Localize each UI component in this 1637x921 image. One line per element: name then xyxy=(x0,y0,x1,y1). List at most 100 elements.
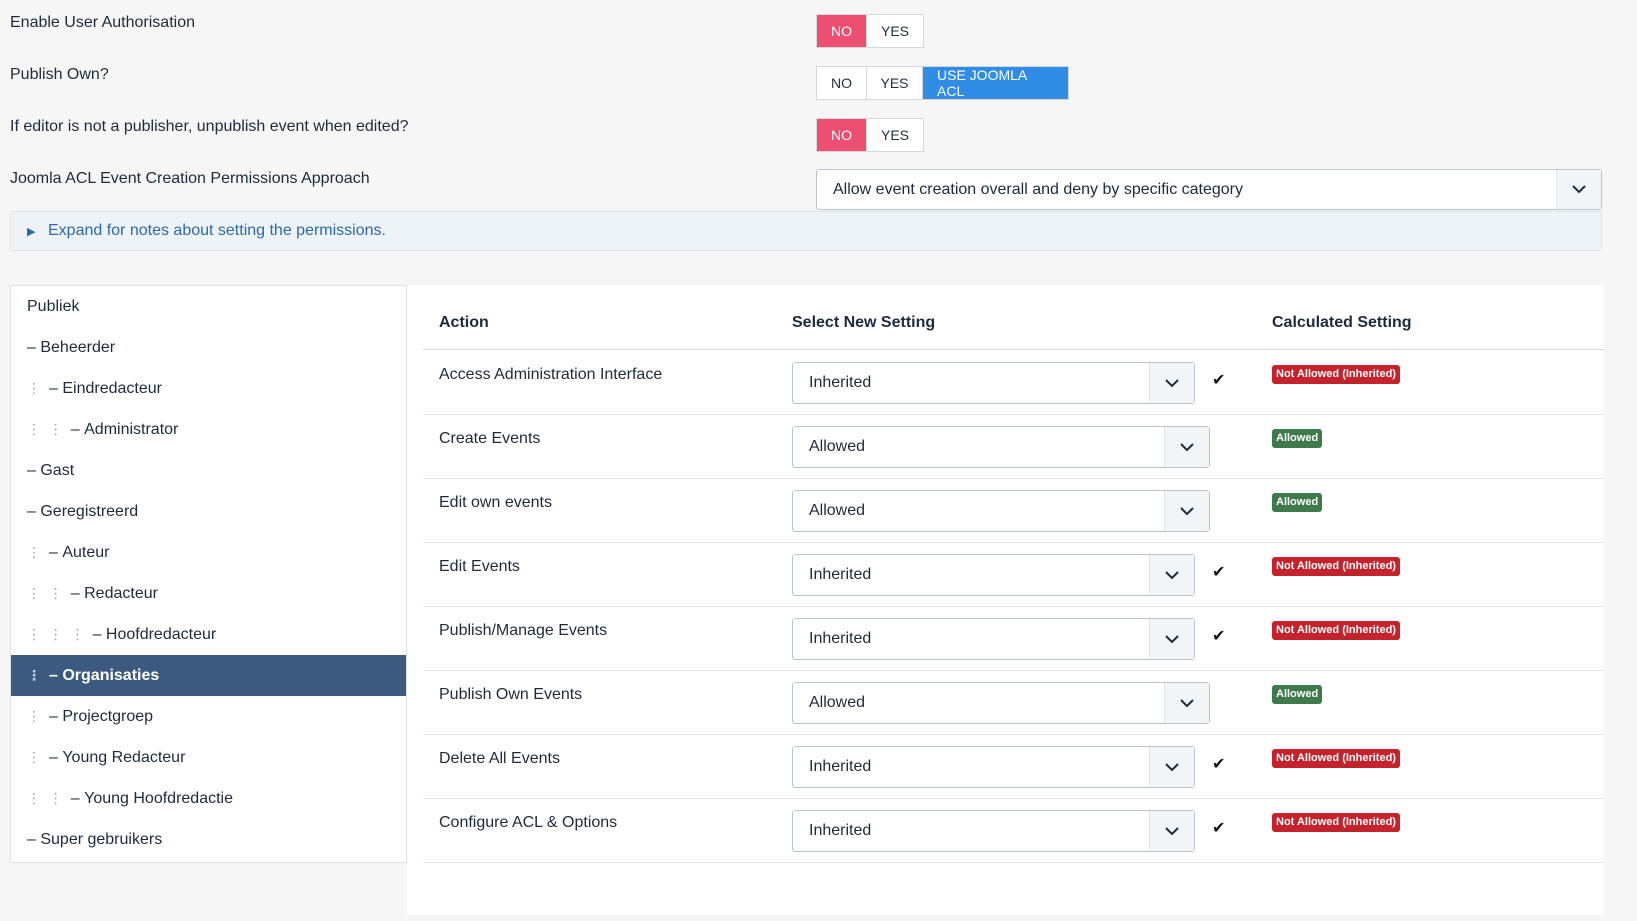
tree-item-geregistreerd[interactable]: – Geregistreerd xyxy=(11,491,406,532)
permission-setting-select[interactable]: Allowed xyxy=(792,682,1210,724)
tree-item-prefix: – xyxy=(49,543,63,561)
tree-item-label: Young Redacteur xyxy=(62,748,186,766)
permission-setting-value: Inherited xyxy=(809,566,872,583)
setting-label: If editor is not a publisher, unpublish … xyxy=(10,118,409,135)
chevron-down-icon xyxy=(1149,747,1194,787)
tree-item-super-gebruikers[interactable]: – Super gebruikers xyxy=(11,819,406,860)
permission-setting-value: Allowed xyxy=(809,694,866,711)
action-label: Publish Own Events xyxy=(439,686,583,703)
tree-item-label: Redacteur xyxy=(84,584,158,602)
unpublish-no-button[interactable]: NO xyxy=(817,119,867,151)
tree-item-label: Gast xyxy=(40,461,75,479)
calculated-setting-badge: Not Allowed (Inherited) xyxy=(1272,621,1400,640)
tree-item-prefix: – xyxy=(27,830,41,848)
column-header-calculated: Calculated Setting xyxy=(1272,314,1412,331)
tree-item-label: Projectgroep xyxy=(62,707,154,725)
tree-item-label: Geregistreerd xyxy=(40,502,139,520)
acl-approach-select[interactable]: Allow event creation overall and deny by… xyxy=(816,169,1602,210)
permission-setting-select[interactable]: Inherited xyxy=(792,746,1195,788)
tree-item-beheerder[interactable]: – Beheerder xyxy=(11,327,406,368)
acl-approach-value: Allow event creation overall and deny by… xyxy=(833,181,1243,198)
publish-own-no-button[interactable]: NO xyxy=(817,67,867,99)
tree-item-gast[interactable]: – Gast xyxy=(11,450,406,491)
chevron-down-icon xyxy=(1149,555,1194,595)
publish-own-yes-button[interactable]: YES xyxy=(867,67,923,99)
tree-indent-guide: ⋮ ⋮ xyxy=(27,585,63,601)
checkmark-icon: ✔ xyxy=(1212,756,1226,773)
tree-item-prefix: – xyxy=(92,625,106,643)
table-row: Access Administration Interface Inherited… xyxy=(423,350,1604,415)
permissions-notes-expander[interactable]: ▶ Expand for notes about setting the per… xyxy=(10,211,1602,251)
chevron-down-icon xyxy=(1149,811,1194,851)
tree-indent-guide: ⋮ ⋮ ⋮ xyxy=(27,626,85,642)
tree-item-young-hoofdredactie[interactable]: ⋮ ⋮ – Young Hoofdredactie xyxy=(11,778,406,819)
tree-indent-guide: ⋮ xyxy=(27,380,41,396)
publish-own-joomla-acl-button[interactable]: USE JOOMLA ACL xyxy=(923,67,1068,99)
setting-label: Joomla ACL Event Creation Permissions Ap… xyxy=(10,170,370,187)
notes-link[interactable]: Expand for notes about setting the permi… xyxy=(48,222,386,239)
permission-setting-select[interactable]: Allowed xyxy=(792,490,1210,532)
column-header-action: Action xyxy=(439,314,489,331)
tree-item-projectgroep[interactable]: ⋮ – Projectgroep xyxy=(11,696,406,737)
calculated-setting-badge: Allowed xyxy=(1272,685,1323,704)
tree-item-publiek[interactable]: Publiek xyxy=(11,286,406,327)
setting-label: Enable User Authorisation xyxy=(10,14,195,31)
tree-item-label: Beheerder xyxy=(40,338,116,356)
tree-item-prefix: – xyxy=(49,707,63,725)
permission-setting-select[interactable]: Allowed xyxy=(792,426,1210,468)
tree-item-administrator[interactable]: ⋮ ⋮ – Administrator xyxy=(11,409,406,450)
checkmark-icon: ✔ xyxy=(1212,820,1226,837)
permission-setting-select[interactable]: Inherited xyxy=(792,554,1195,596)
column-header-select: Select New Setting xyxy=(792,314,936,331)
action-label: Access Administration Interface xyxy=(439,366,663,383)
permission-setting-select[interactable]: Inherited xyxy=(792,362,1195,404)
chevron-down-icon xyxy=(1149,619,1194,659)
tree-item-label: Publiek xyxy=(27,297,80,315)
action-label: Configure ACL & Options xyxy=(439,814,618,831)
tree-item-hoofdredacteur[interactable]: ⋮ ⋮ ⋮ – Hoofdredacteur xyxy=(11,614,406,655)
tree-indent-guide: ⋮ ⋮ xyxy=(27,790,63,806)
tree-item-young-redacteur[interactable]: ⋮ – Young Redacteur xyxy=(11,737,406,778)
chevron-down-icon xyxy=(1164,491,1209,531)
permission-setting-select[interactable]: Inherited xyxy=(792,810,1195,852)
tree-item-prefix: – xyxy=(49,379,63,397)
permission-setting-value: Inherited xyxy=(809,758,872,775)
permission-setting-value: Inherited xyxy=(809,374,872,391)
chevron-down-icon xyxy=(1149,363,1194,403)
calculated-setting-badge: Not Allowed (Inherited) xyxy=(1272,365,1400,384)
tree-item-eindredacteur[interactable]: ⋮ – Eindredacteur xyxy=(11,368,406,409)
enable-auth-yes-button[interactable]: YES xyxy=(881,23,910,39)
chevron-down-icon xyxy=(1556,170,1601,209)
tree-item-organisaties[interactable]: ⋮ – Organisaties xyxy=(11,655,406,696)
permission-setting-select[interactable]: Inherited xyxy=(792,618,1195,660)
table-row: Edit own events Allowed Allowed xyxy=(423,478,1604,543)
table-row: Edit Events Inherited ✔ Not Allowed (Inheri… xyxy=(423,542,1604,607)
tree-item-redacteur[interactable]: ⋮ ⋮ – Redacteur xyxy=(11,573,406,614)
chevron-down-icon xyxy=(1164,683,1209,723)
action-label: Create Events xyxy=(439,430,541,447)
tree-item-prefix: – xyxy=(70,789,85,807)
enable-auth-toggle: NO YES xyxy=(816,14,924,48)
tree-item-prefix: – xyxy=(70,584,85,602)
calculated-setting-badge: Allowed xyxy=(1272,493,1323,512)
permission-setting-value: Inherited xyxy=(809,822,872,839)
action-label: Delete All Events xyxy=(439,750,560,767)
permission-setting-value: Allowed xyxy=(809,502,866,519)
unpublish-yes-button[interactable]: YES xyxy=(881,127,910,143)
action-label: Publish/Manage Events xyxy=(439,622,608,639)
table-row: Publish/Manage Events Inherited ✔ Not Allow… xyxy=(423,606,1604,671)
setting-label: Publish Own? xyxy=(10,66,109,83)
publish-own-toggle: NO YES USE JOOMLA ACL xyxy=(816,66,1069,100)
user-group-tree: Publiek – Beheerder ⋮ – Eindredacteur ⋮ ⋮ – A… xyxy=(10,285,407,863)
tree-item-prefix: – xyxy=(27,338,41,356)
tree-item-label: Organisaties xyxy=(62,666,160,684)
action-label: Edit own events xyxy=(439,494,552,511)
unpublish-toggle: NO YES xyxy=(816,118,924,152)
tree-item-auteur[interactable]: ⋮ – Auteur xyxy=(11,532,406,573)
tree-indent-guide: ⋮ xyxy=(27,749,41,765)
tree-indent-guide: ⋮ xyxy=(27,544,41,560)
tree-item-prefix: – xyxy=(27,502,41,520)
checkmark-icon: ✔ xyxy=(1212,564,1226,581)
tree-item-label: Administrator xyxy=(84,420,179,438)
enable-auth-no-button[interactable]: NO xyxy=(817,15,867,47)
